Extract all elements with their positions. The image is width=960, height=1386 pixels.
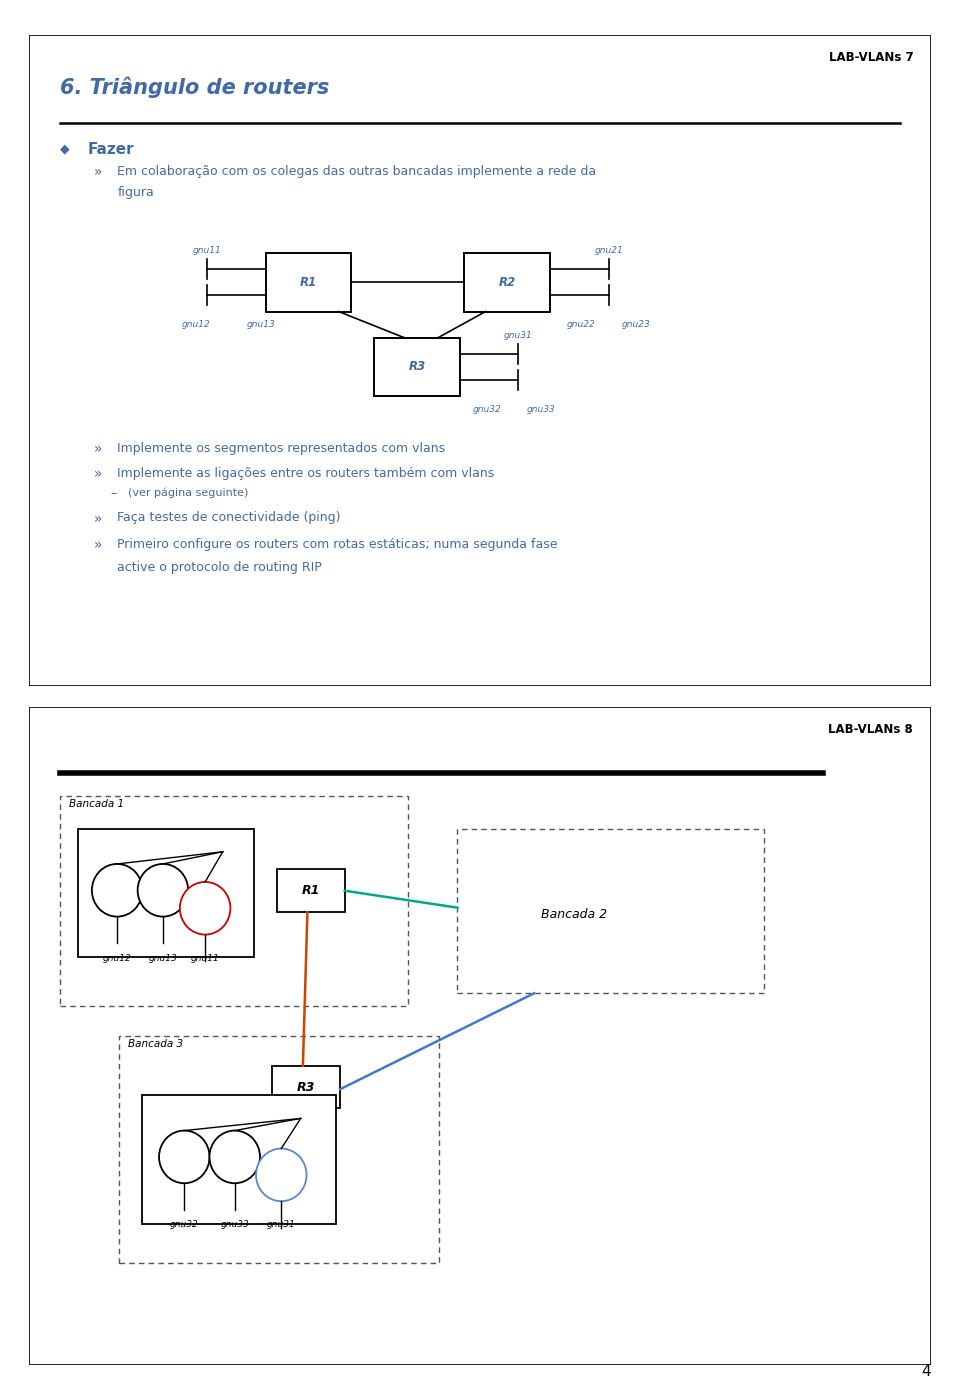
Text: »: »	[94, 467, 103, 481]
Text: gnu13: gnu13	[149, 954, 178, 963]
Text: gnu23: gnu23	[621, 320, 650, 328]
Text: (ver página seguinte): (ver página seguinte)	[128, 488, 249, 498]
FancyBboxPatch shape	[374, 338, 460, 396]
Text: gnu12: gnu12	[181, 320, 210, 328]
Text: gnu22: gnu22	[567, 320, 596, 328]
Text: R3: R3	[297, 1081, 316, 1094]
Ellipse shape	[137, 863, 188, 916]
Text: gnu32: gnu32	[472, 405, 501, 413]
Text: Primeiro configure os routers com rotas estáticas; numa segunda fase: Primeiro configure os routers com rotas …	[117, 538, 558, 550]
Text: R1: R1	[301, 884, 320, 897]
FancyBboxPatch shape	[266, 252, 351, 312]
Text: gnu12: gnu12	[103, 954, 132, 963]
FancyBboxPatch shape	[119, 1037, 440, 1263]
FancyBboxPatch shape	[29, 707, 931, 1365]
Text: 4: 4	[922, 1364, 931, 1379]
Ellipse shape	[209, 1131, 260, 1184]
Text: gnu31: gnu31	[504, 330, 533, 340]
Text: –: –	[110, 488, 116, 500]
Text: gnu11: gnu11	[193, 245, 222, 255]
Ellipse shape	[256, 1149, 306, 1202]
FancyBboxPatch shape	[60, 796, 408, 1006]
Text: gnu11: gnu11	[191, 954, 220, 963]
Text: »: »	[94, 442, 103, 456]
Text: gnu31: gnu31	[267, 1220, 296, 1229]
Text: R2: R2	[498, 276, 516, 288]
Text: gnu33: gnu33	[526, 405, 555, 413]
Text: R1: R1	[300, 276, 317, 288]
Text: »: »	[94, 165, 103, 179]
Text: Faça testes de conectividade (ping): Faça testes de conectividade (ping)	[117, 511, 341, 524]
Ellipse shape	[159, 1131, 209, 1184]
FancyBboxPatch shape	[277, 869, 345, 912]
Text: gnu21: gnu21	[594, 245, 623, 255]
Text: gnu33: gnu33	[221, 1220, 249, 1229]
FancyBboxPatch shape	[465, 252, 550, 312]
Text: figura: figura	[117, 186, 154, 198]
FancyBboxPatch shape	[29, 35, 931, 686]
Text: »: »	[94, 511, 103, 525]
FancyBboxPatch shape	[79, 829, 254, 956]
Text: R3: R3	[408, 360, 425, 373]
Text: Implemente as ligações entre os routers também com vlans: Implemente as ligações entre os routers …	[117, 467, 494, 480]
Text: Bancada 3: Bancada 3	[128, 1040, 183, 1049]
Text: Implemente os segmentos representados com vlans: Implemente os segmentos representados co…	[117, 442, 445, 455]
Text: 6. Triângulo de routers: 6. Triângulo de routers	[60, 78, 329, 98]
Text: LAB-VLANs 7: LAB-VLANs 7	[828, 51, 913, 64]
Text: Em colaboração com os colegas das outras bancadas implemente a rede da: Em colaboração com os colegas das outras…	[117, 165, 596, 177]
FancyBboxPatch shape	[457, 829, 764, 994]
Ellipse shape	[92, 863, 142, 916]
Text: gnu32: gnu32	[170, 1220, 199, 1229]
Text: Fazer: Fazer	[87, 143, 134, 157]
Text: Bancada 1: Bancada 1	[69, 798, 125, 809]
FancyBboxPatch shape	[142, 1095, 336, 1224]
FancyBboxPatch shape	[273, 1066, 340, 1109]
Text: LAB-VLANs 8: LAB-VLANs 8	[828, 723, 913, 736]
Text: Bancada 2: Bancada 2	[541, 908, 607, 920]
Text: gnu13: gnu13	[247, 320, 276, 328]
Text: ◆: ◆	[60, 143, 70, 155]
Ellipse shape	[180, 881, 230, 934]
Text: active o protocolo de routing RIP: active o protocolo de routing RIP	[117, 561, 322, 574]
Text: »: »	[94, 538, 103, 552]
